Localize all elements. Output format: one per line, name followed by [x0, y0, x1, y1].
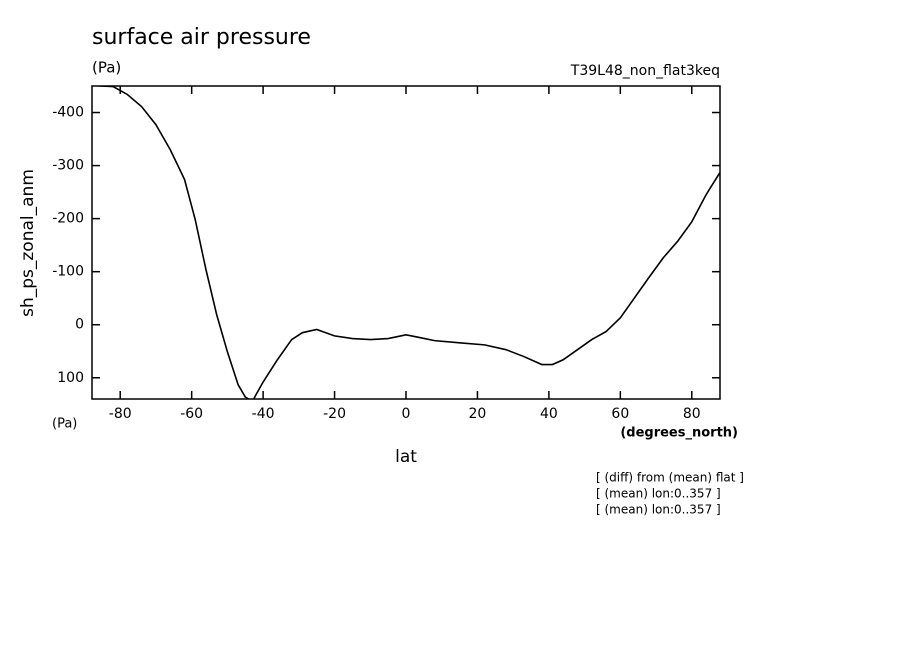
- x-tick-label: -40: [252, 406, 275, 422]
- y-tick-label: 100: [57, 370, 84, 386]
- x-tick-label: 40: [540, 406, 558, 422]
- x-tick-label: 60: [611, 406, 629, 422]
- x-tick-label: -60: [180, 406, 203, 422]
- plot-frame: [91, 85, 721, 400]
- units-bottom: (Pa): [52, 417, 77, 432]
- note: [ (diff) from (mean) flat ]: [596, 471, 744, 485]
- y-tick-label: -300: [52, 158, 84, 174]
- y-axis-label: sh_ps_zonal_anm: [18, 169, 38, 317]
- units-top: (Pa): [92, 59, 121, 77]
- y-tick-label: 0: [75, 317, 84, 333]
- note: [ (mean) lon:0..357 ]: [596, 487, 721, 501]
- x-tick-label: -20: [323, 406, 346, 422]
- y-tick-label: -400: [52, 105, 84, 121]
- x-tick-label: 0: [402, 406, 411, 422]
- x-tick-label: -80: [109, 406, 132, 422]
- y-tick-label: -100: [52, 264, 84, 280]
- subtitle: T39L48_non_flat3keq: [570, 63, 720, 79]
- chart-title: surface air pressure: [92, 25, 311, 50]
- x-tick-label: 80: [683, 406, 701, 422]
- note: [ (mean) lon:0..357 ]: [596, 503, 721, 517]
- y-tick-label: -200: [52, 211, 84, 227]
- x-units: (degrees_north): [620, 426, 738, 441]
- data-line: [92, 86, 720, 399]
- x-tick-label: 20: [469, 406, 487, 422]
- x-axis-label: lat: [395, 447, 417, 467]
